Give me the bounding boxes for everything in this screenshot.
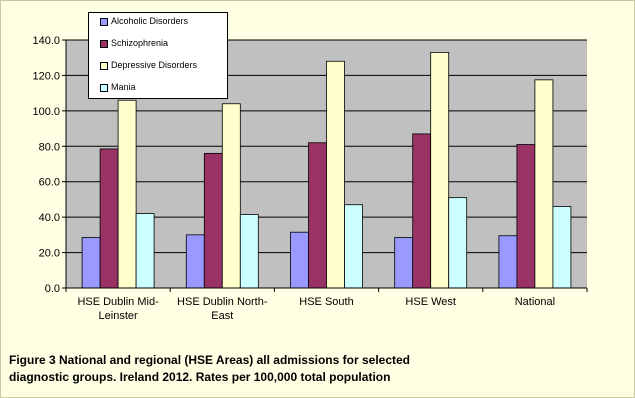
legend-swatch xyxy=(100,84,108,92)
bar-schizophrenia xyxy=(412,133,432,289)
legend-swatch xyxy=(100,62,108,70)
x-tick-label: HSE West xyxy=(405,296,456,308)
bar-depressive-disorders xyxy=(221,103,241,289)
y-tick-label: 100.0 xyxy=(32,106,60,118)
legend-item: Mania xyxy=(100,82,227,104)
legend-swatch xyxy=(100,40,108,48)
legend-item: Depressive Disorders xyxy=(100,60,227,82)
y-tick-label: 60.0 xyxy=(39,177,60,189)
bar-depressive-disorders xyxy=(430,52,450,289)
bar-depressive-disorders xyxy=(326,60,345,289)
bar-schizophrenia xyxy=(308,142,327,289)
legend-label: Depressive Disorders xyxy=(111,60,198,70)
bar-alcoholic-disorders xyxy=(81,237,101,289)
x-tick-label: HSE South xyxy=(299,296,353,308)
bar-depressive-disorders xyxy=(534,79,554,289)
x-tick-label: National xyxy=(515,296,555,308)
caption-line-1: Figure 3 National and regional (HSE Area… xyxy=(9,353,410,367)
x-tick-label: HSE Dublin North- xyxy=(177,296,268,308)
bar-alcoholic-disorders xyxy=(394,237,414,289)
bar-alcoholic-disorders xyxy=(185,234,205,289)
chart-legend: Alcoholic Disorders Schizophrenia Depressi… xyxy=(88,12,228,99)
legend-label: Alcoholic Disorders xyxy=(111,16,189,26)
x-tick-label: HSE Dublin Mid- xyxy=(77,296,159,308)
x-tick-label: Leinster xyxy=(99,310,138,322)
y-tick-label: 80.0 xyxy=(39,141,60,153)
legend-item: Schizophrenia xyxy=(100,38,227,60)
x-tick-label: East xyxy=(211,310,233,322)
bar-schizophrenia xyxy=(203,152,223,289)
bar-mania xyxy=(552,206,572,289)
y-tick-label: 120.0 xyxy=(32,70,60,82)
y-tick-label: 0.0 xyxy=(45,283,60,295)
bar-mania xyxy=(135,213,155,289)
bar-schizophrenia xyxy=(99,148,119,289)
bar-mania xyxy=(344,204,363,289)
y-tick-label: 40.0 xyxy=(39,212,60,224)
legend-label: Mania xyxy=(111,82,136,92)
bar-depressive-disorders xyxy=(117,99,137,289)
legend-label: Schizophrenia xyxy=(111,38,169,48)
figure-caption: Figure 3 National and regional (HSE Area… xyxy=(9,352,569,386)
bar-alcoholic-disorders xyxy=(290,231,309,289)
y-tick-label: 20.0 xyxy=(39,248,60,260)
bar-alcoholic-disorders xyxy=(498,235,518,289)
y-tick-label: 140.0 xyxy=(32,35,60,47)
legend-swatch xyxy=(100,18,108,26)
bar-mania xyxy=(239,214,259,289)
legend-item: Alcoholic Disorders xyxy=(100,16,227,38)
bar-schizophrenia xyxy=(516,144,536,289)
bar-mania xyxy=(448,197,468,289)
caption-line-2: diagnostic groups. Ireland 2012. Rates p… xyxy=(9,370,391,384)
